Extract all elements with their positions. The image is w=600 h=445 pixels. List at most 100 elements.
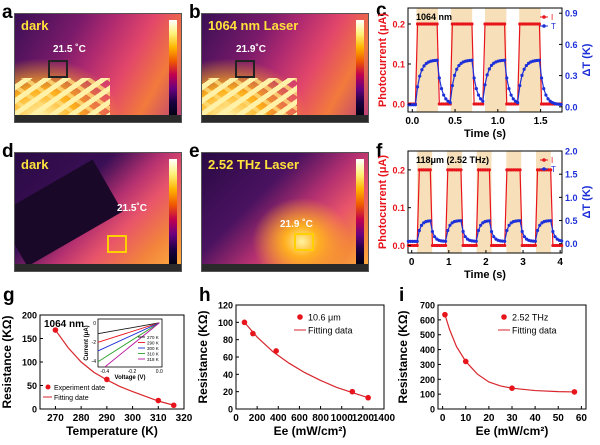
series-I-point bbox=[437, 243, 441, 248]
inset-legend-label: 318 K bbox=[147, 357, 159, 362]
y2-tick-label: 2.0 bbox=[565, 147, 578, 157]
series-T-point bbox=[435, 58, 439, 62]
y-tick-label: 0 bbox=[32, 405, 37, 415]
series-T-point bbox=[461, 229, 465, 234]
series-T-point bbox=[537, 58, 541, 62]
series-T-point bbox=[474, 87, 478, 91]
series-T-point bbox=[481, 99, 485, 103]
x-tick-label: 10 bbox=[460, 413, 472, 424]
data-point bbox=[52, 327, 59, 333]
series-I-point bbox=[465, 243, 470, 248]
y-tick-label: 80 bbox=[223, 335, 233, 345]
series-I-point bbox=[531, 243, 535, 248]
color-scale-bar bbox=[169, 159, 177, 265]
series-T-point bbox=[524, 63, 528, 68]
x-axis-label: Temperature (K) bbox=[66, 424, 158, 438]
series-T-point bbox=[433, 235, 437, 239]
series-I-point bbox=[435, 243, 439, 248]
series-T-point bbox=[443, 239, 448, 243]
legend-I-label: I bbox=[551, 156, 553, 165]
y-tick-label: 0 bbox=[228, 405, 233, 415]
data-point bbox=[462, 358, 469, 365]
data-point bbox=[365, 394, 371, 401]
y-tick-label: 300 bbox=[420, 360, 435, 370]
x-tick-label: 0.5 bbox=[448, 116, 462, 127]
series-T-point bbox=[419, 223, 424, 227]
series-I-point bbox=[417, 168, 421, 172]
series-T-point bbox=[417, 228, 421, 233]
temperature-readout: 21.9 ˚C bbox=[280, 219, 313, 230]
plot-frame bbox=[407, 7, 563, 113]
legend-data-marker bbox=[297, 314, 303, 320]
series-I-point bbox=[518, 168, 522, 172]
series-I-point bbox=[529, 243, 533, 248]
x-tick-label: 0 bbox=[409, 257, 415, 268]
thermal-image-a: dark 21.5 ˚C bbox=[14, 13, 182, 123]
series-T-point bbox=[503, 239, 507, 243]
series-I-point bbox=[422, 168, 426, 172]
series-T-point bbox=[492, 235, 496, 239]
series-T-point bbox=[415, 239, 419, 244]
inset-x-tick-label: 0.0 bbox=[156, 369, 163, 375]
y-tick-label: 150 bbox=[22, 334, 37, 344]
legend-fit-label: Fitting date bbox=[54, 395, 89, 402]
status-strip bbox=[202, 264, 368, 271]
series-T-point bbox=[413, 239, 417, 244]
chart-c: c 0.0 0.5 1.0 1.5 0.0 0.1 0.2 0.0 0.3 0.6 0.9 Time (… bbox=[376, 0, 593, 140]
y-tick-label: 0.2 bbox=[392, 165, 405, 175]
y2-tick-label: 1.0 bbox=[565, 193, 578, 203]
y-tick-label: 0.1 bbox=[392, 60, 405, 70]
series-I-point bbox=[505, 168, 509, 172]
inset-x-axis-label: Voltage (V) bbox=[115, 375, 146, 381]
series-I-point bbox=[428, 168, 432, 172]
x-tick-label: 280 bbox=[73, 413, 90, 424]
inset-y-tick-label: -4 bbox=[92, 359, 97, 365]
y2-tick-label: 0.0 bbox=[565, 239, 578, 249]
series-T-point bbox=[522, 235, 527, 239]
legend-fit-label: Fitting data bbox=[308, 326, 353, 336]
laser-on-band bbox=[536, 151, 551, 253]
series-T-point bbox=[520, 229, 524, 234]
x-tick-label: 800 bbox=[312, 413, 329, 424]
thermal-image-b: 1064 nm Laser 21.9˚C bbox=[201, 13, 369, 123]
status-strip bbox=[15, 115, 181, 122]
series-T-point bbox=[463, 235, 467, 239]
y-tick-label: 50 bbox=[27, 381, 37, 391]
y-axis-label: Resistance (KΩ) bbox=[0, 316, 14, 409]
series-T-point bbox=[411, 239, 415, 244]
x-tick-label: 320 bbox=[176, 413, 193, 424]
series-I-point bbox=[535, 168, 540, 172]
panel-letter: c bbox=[376, 0, 387, 21]
panel-letter-e: e bbox=[189, 141, 200, 162]
series-I-point bbox=[479, 168, 483, 172]
chart-annotation: 1064 nm bbox=[416, 12, 452, 22]
legend-T-marker bbox=[542, 24, 546, 28]
series-I-point bbox=[549, 168, 553, 172]
legend-I-marker bbox=[542, 15, 546, 19]
series-T-point bbox=[489, 63, 494, 67]
temperature-readout: 21.9˚C bbox=[236, 44, 267, 55]
series-I-point bbox=[502, 22, 507, 26]
series-I-point bbox=[446, 168, 450, 172]
series-T-point bbox=[520, 73, 524, 78]
series-I-point bbox=[492, 243, 496, 248]
series-I-point bbox=[485, 168, 489, 172]
series-I-point bbox=[448, 168, 452, 172]
thermal-heatmap bbox=[202, 153, 368, 271]
thermal-label: dark bbox=[21, 157, 49, 172]
thermal-label: 2.52 THz Laser bbox=[208, 157, 300, 172]
series-I-point bbox=[430, 243, 435, 248]
series-I-point bbox=[459, 168, 463, 172]
y-tick-label: 100 bbox=[218, 318, 233, 328]
series-I-point bbox=[533, 243, 537, 248]
series-T-point bbox=[415, 85, 420, 89]
status-strip bbox=[15, 264, 181, 271]
series-I-point bbox=[470, 243, 474, 248]
series-T-point bbox=[418, 74, 422, 78]
series-I-point bbox=[474, 243, 478, 248]
chart-annotation: 1064 nm bbox=[44, 319, 84, 330]
series-T-point bbox=[549, 219, 553, 223]
y2-tick-label: 0.5 bbox=[565, 216, 578, 226]
legend-data-marker bbox=[501, 314, 507, 320]
x-tick-label: 400 bbox=[270, 413, 287, 424]
